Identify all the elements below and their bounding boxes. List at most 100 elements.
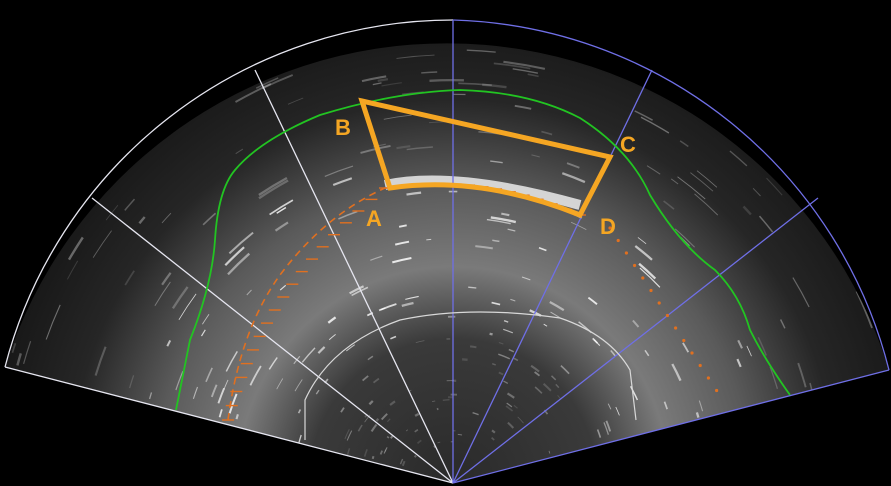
speckle-arc [513, 357, 519, 362]
speckle-arc [362, 375, 369, 382]
speckle-arc [210, 384, 218, 398]
speckle-arc [506, 392, 515, 399]
speckle-arc [615, 406, 620, 416]
speckle-arc [512, 68, 539, 74]
speckle-arc [406, 146, 433, 151]
speckle-arc [372, 82, 382, 86]
speckle-arc [437, 441, 441, 444]
speckle-arc [297, 409, 302, 414]
speckle-arc [94, 346, 107, 376]
speckle-arc [287, 97, 304, 105]
speckle-arc [490, 216, 517, 224]
speckle-arc [148, 392, 153, 400]
speckle-arc [276, 378, 284, 390]
speckle-arc [503, 60, 546, 70]
speckle-arc [792, 277, 810, 308]
speckle-arc [205, 367, 213, 383]
speckle-arc [607, 403, 612, 410]
speckle-arc [368, 400, 374, 406]
speckle-arc [490, 160, 503, 164]
label-a: A [366, 206, 382, 231]
speckle-arc [228, 231, 254, 255]
speckle-arc [696, 170, 718, 188]
speckle-arc [527, 73, 539, 78]
speckle-arc [357, 424, 363, 432]
speckle-arc [549, 300, 565, 312]
speckle-arc [503, 320, 509, 323]
marker-dot [624, 251, 629, 255]
speckle-arc [401, 301, 414, 308]
speckle-arc [384, 449, 387, 452]
speckle-arc [246, 289, 252, 296]
speckle-arc [124, 198, 136, 211]
speckle-arc [566, 162, 580, 169]
speckle-arc [663, 200, 675, 210]
marker-dot [682, 338, 686, 343]
speckle-arc [491, 301, 501, 306]
speckle-arc [349, 285, 365, 295]
speckle-arc [505, 405, 514, 412]
speckle-arc [361, 75, 387, 83]
speckle-arc [752, 187, 761, 197]
speckle-arc [458, 82, 492, 87]
speckle-arc [670, 178, 679, 185]
speckle-arc [629, 385, 639, 401]
speckle-arc [345, 344, 356, 352]
speckle-arc [638, 262, 657, 280]
speckle-arc [462, 358, 468, 361]
label-b: B [335, 115, 351, 140]
speckle-arc [138, 216, 146, 225]
speckle-arc [202, 314, 210, 325]
speckle-arc [560, 365, 570, 375]
marker-dot [657, 301, 661, 305]
speckle-arc [498, 341, 504, 345]
speckle-arc [92, 230, 112, 258]
speckle-arc [682, 342, 690, 353]
speckle-arc [372, 143, 386, 148]
speckle-arc [757, 336, 767, 356]
speckle-arc [386, 435, 390, 439]
speckle-arc [178, 293, 197, 321]
speckle-arc [389, 400, 396, 406]
speckle-arc [507, 421, 515, 429]
speckle-arc [301, 347, 316, 363]
speckle-arc [414, 412, 420, 417]
speckle-arc [372, 377, 380, 384]
speckle-arc [161, 272, 172, 286]
marker-dot [633, 263, 637, 268]
marker-dot [674, 326, 678, 330]
speckle-arc [530, 364, 540, 373]
speckle-arc [294, 379, 303, 392]
speckle-arc [66, 260, 79, 280]
speckle-arc [161, 212, 172, 224]
speckle-arc [596, 54, 614, 63]
speckle-arc [344, 429, 350, 440]
speckle-arc [394, 240, 410, 246]
speckle-arc [491, 437, 495, 441]
speckle-arc [225, 351, 238, 372]
speckle-arc [637, 237, 647, 245]
speckle-arc [396, 145, 411, 150]
speckle-arc [690, 172, 714, 192]
speckle-arc [258, 176, 288, 196]
speckle-arc [797, 362, 807, 388]
speckle-arc [694, 193, 719, 216]
speckle-arc [561, 172, 586, 184]
speckle-arc [746, 345, 752, 357]
speckle-arc [510, 298, 516, 302]
speckle-arc [498, 353, 511, 360]
speckle-arc [541, 130, 553, 136]
marker-dot [706, 376, 711, 380]
speckle-arc [399, 458, 404, 465]
speckle-arc [674, 228, 695, 248]
speckle-arc [390, 335, 397, 340]
speckle-arc [534, 386, 543, 394]
speckle-arc [493, 62, 531, 70]
speckle-arc [501, 212, 510, 217]
speckle-arc [364, 414, 371, 423]
scan-sector [5, 43, 889, 483]
speckle-arc [548, 450, 551, 454]
speckle-arc [379, 450, 384, 455]
speckle-arc [235, 148, 244, 155]
